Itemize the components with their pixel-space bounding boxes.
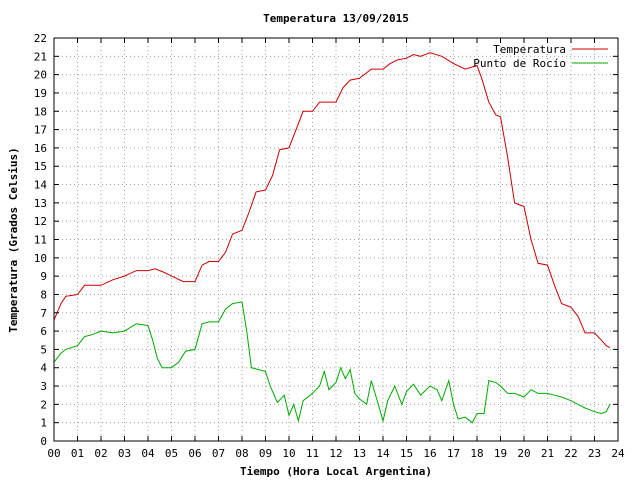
y-tick-label: 16 [34,142,47,155]
x-tick-label: 11 [306,447,319,460]
x-tick-label: 14 [376,447,390,460]
x-tick-label: 21 [541,447,554,460]
x-tick-label: 12 [329,447,342,460]
y-tick-label: 2 [40,398,47,411]
series-layer [53,52,611,424]
y-tick-label: 11 [34,234,47,247]
x-tick-label: 04 [141,447,155,460]
y-tick-label: 8 [40,288,47,301]
y-tick-label: 10 [34,252,47,265]
y-tick-label: 7 [40,307,47,320]
x-tick-label: 00 [47,447,60,460]
y-tick-label: 3 [40,380,47,393]
y-tick-label: 6 [40,325,47,338]
punto-de-rocio-series-line [53,301,611,424]
x-axis-label: Tiempo (Hora Local Argentina) [240,465,432,478]
y-tick-label: 15 [34,160,47,173]
y-tick-label: 4 [40,362,47,375]
x-tick-label: 09 [259,447,272,460]
x-tick-label: 06 [188,447,201,460]
x-tick-label: 08 [235,447,248,460]
grid-layer [54,38,618,441]
y-tick-label: 0 [40,435,47,448]
temperatura-series-line [53,52,611,349]
y-tick-label: 9 [40,270,47,283]
x-tick-label: 16 [423,447,436,460]
x-tick-label: 17 [447,447,460,460]
y-tick-label: 19 [34,87,47,100]
x-tick-label: 05 [165,447,178,460]
y-tick-label: 12 [34,215,47,228]
x-tick-label: 19 [494,447,507,460]
x-tick-label: 23 [588,447,601,460]
y-tick-label: 14 [34,179,48,192]
y-tick-label: 21 [34,50,47,63]
x-tick-label: 18 [470,447,483,460]
y-tick-label: 5 [40,343,47,356]
x-tick-label: 15 [400,447,413,460]
x-tick-label: 03 [118,447,131,460]
y-axis-label: Temperatura (Grados Celsius) [7,147,20,332]
y-tick-label: 1 [40,417,47,430]
y-tick-label: 18 [34,105,47,118]
x-tick-label: 13 [353,447,366,460]
x-tick-label: 01 [71,447,84,460]
chart-title: Temperatura 13/09/2015 [263,12,409,25]
x-tick-label: 24 [611,447,625,460]
x-tick-label: 02 [94,447,107,460]
y-tick-label: 17 [34,124,47,137]
ticks-layer: 00 01 02 03 04 05 06 07 08 09 10 11 12 13 14 15 16 17 18 19… [34,32,625,460]
x-tick-label: 10 [282,447,295,460]
x-tick-label: 20 [517,447,530,460]
legend-label: Temperatura [493,43,566,56]
x-tick-label: 07 [212,447,225,460]
y-tick-label: 13 [34,197,47,210]
x-tick-label: 22 [564,447,577,460]
y-tick-label: 22 [34,32,47,45]
y-tick-label: 20 [34,69,47,82]
legend-label: Punto de Rocío [473,57,566,70]
